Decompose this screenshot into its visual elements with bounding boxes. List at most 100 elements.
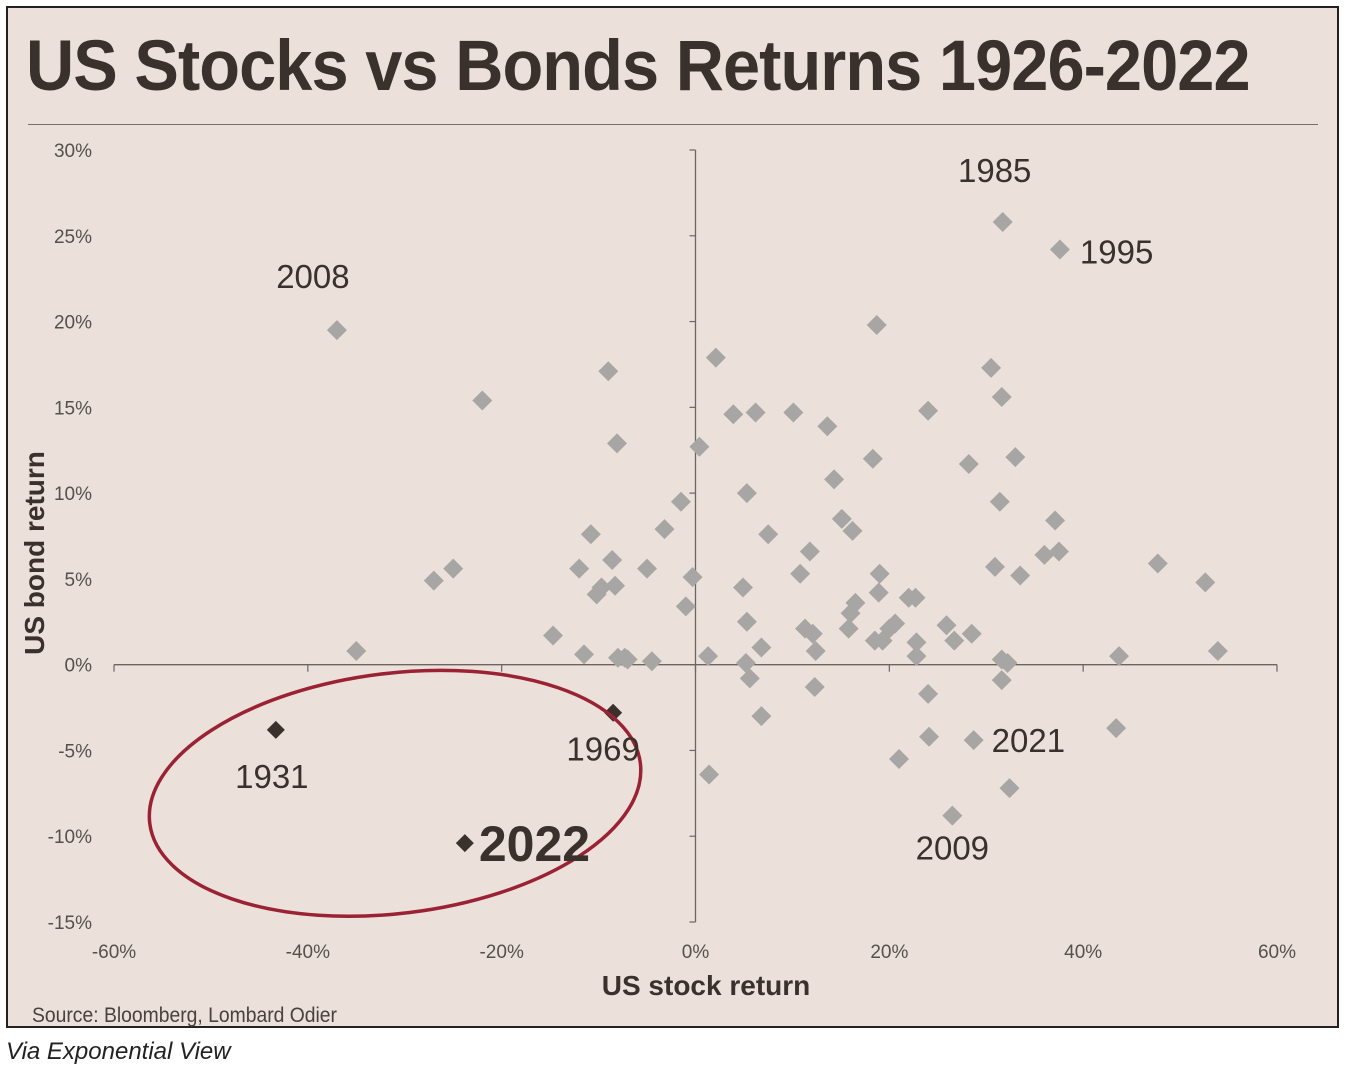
data-point [326,320,347,341]
y-tick-label: 5% [65,570,93,591]
data-point [735,652,756,673]
highlight-ellipse [147,668,643,919]
data-point [936,615,957,636]
data-point [804,676,825,697]
data-point [745,402,766,423]
source-note: Source: Bloomberg, Lombard Odier [32,1004,337,1027]
highlight-points [266,703,623,853]
data-point [838,618,859,639]
highlight-point [266,720,285,739]
data-point [675,596,696,617]
data-point [824,469,845,490]
data-point [999,778,1020,799]
annotation-label: 2008 [276,258,349,295]
chart-frame: US Stocks vs Bonds Returns 1926-2022 Sou… [6,6,1339,1028]
data-point [591,577,612,598]
y-tick-label: 20% [54,313,92,334]
x-tick-label: -60% [92,942,136,963]
highlight-ellipse-group [147,668,643,919]
data-point [732,577,753,598]
x-tick-label: -20% [479,942,523,963]
y-tick-label: 0% [65,656,93,677]
data-point [885,613,906,634]
annotations: 1985 1995 2008 2021 2009 1931 1969 2022 [235,152,1153,872]
data-point [997,652,1018,673]
data-point [906,646,927,667]
chart-title: US Stocks vs Bonds Returns 1926-2022 [26,27,1251,106]
data-point [905,587,926,608]
data-point [991,670,1012,691]
data-point [723,404,744,425]
data-point [790,563,811,584]
data-point [670,491,691,512]
x-tick-label: 40% [1064,942,1102,963]
data-point [1109,646,1130,667]
credit-caption: Via Exponential View [6,1038,231,1065]
data-point [817,416,838,437]
data-point [654,519,675,540]
y-tick-label: -15% [48,913,92,934]
data-point [689,436,710,457]
annotation-label: 1969 [566,731,639,768]
data-point [1207,640,1228,661]
x-tick-label: 60% [1258,942,1296,963]
data-point [602,550,623,571]
data-point [443,558,464,579]
data-point [992,212,1013,233]
data-point [751,706,772,727]
data-point [866,314,887,335]
data-point [868,582,889,603]
data-point [918,683,939,704]
data-point [942,805,963,826]
data-point [739,668,760,689]
annotation-label: 1995 [1080,234,1153,271]
data-point [569,558,590,579]
data-point [698,646,719,667]
scatter-chart: -60% -40% -20% 0% 20% 40% 60% 30% 25% 20% 15% 10% 5%… [19,141,1296,1001]
data-point [574,644,595,665]
data-point [961,623,982,644]
x-axis-label: US stock return [602,970,811,1001]
data-point [989,491,1010,512]
data-point [1005,447,1026,468]
y-tick-label: 25% [54,227,92,248]
data-point [799,541,820,562]
data-point [606,433,627,454]
data-point [705,347,726,368]
annotation-label: 2022 [479,816,590,872]
data-point [736,611,757,632]
data-point [1195,572,1216,593]
data-point [423,570,444,591]
y-tick-label: 15% [54,398,92,419]
data-point [981,357,1002,378]
data-point [963,730,984,751]
data-point [906,632,927,653]
y-tick-label: -5% [58,741,92,762]
data-point [1147,553,1168,574]
title-divider [28,124,1318,125]
data-point [862,448,883,469]
x-tick-label: 0% [682,942,710,963]
data-point [944,630,965,651]
tick-labels: -60% -40% -20% 0% 20% 40% 60% 30% 25% 20% 15% 10% 5%… [48,141,1296,963]
data-point [699,764,720,785]
data-points [326,212,1228,826]
data-point [842,520,863,541]
data-point [991,387,1012,408]
data-point [1034,544,1055,565]
data-point [682,567,703,588]
data-point [598,361,619,382]
data-point [617,649,638,670]
data-point [472,390,493,411]
x-tick-label: 20% [870,942,908,963]
data-point [869,563,890,584]
highlight-point [455,834,474,853]
data-point [543,625,564,646]
data-point [783,402,804,423]
data-point [958,453,979,474]
data-point [984,556,1005,577]
data-point [1049,239,1070,260]
annotation-label: 2009 [916,830,989,867]
highlight-point [604,703,623,722]
annotation-label: 2021 [992,722,1065,759]
